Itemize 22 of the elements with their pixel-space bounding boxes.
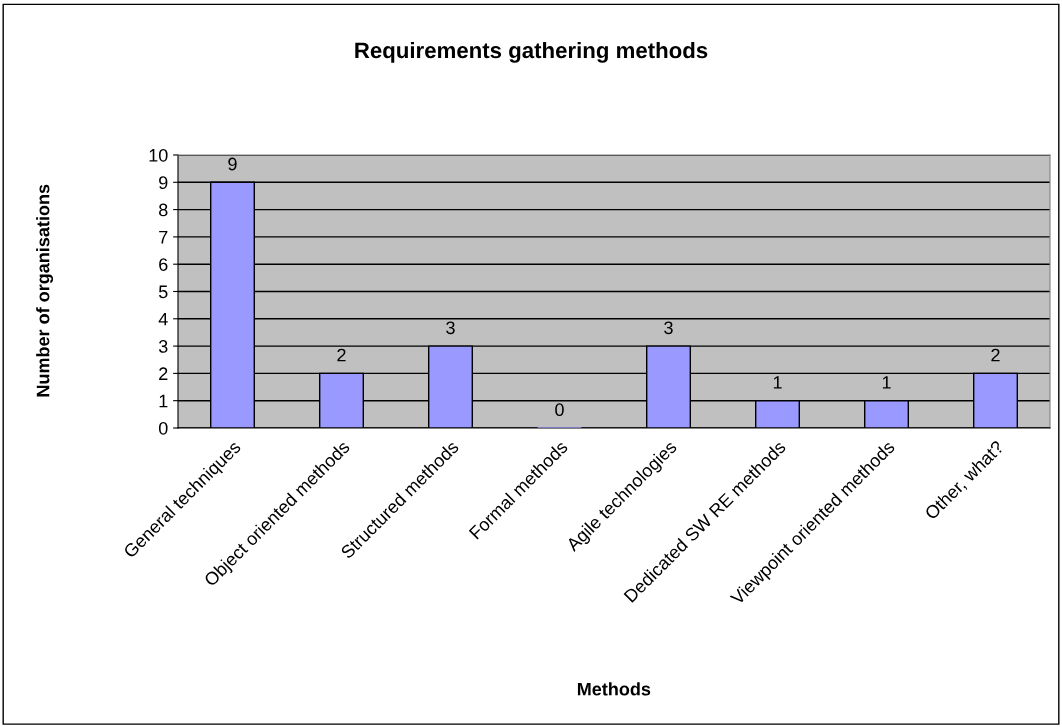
y-tick-label: 4 xyxy=(158,312,168,326)
y-tick-label: 2 xyxy=(159,367,168,380)
y-tick-label: 7 xyxy=(159,231,168,244)
y-axis-title: Number of organisations xyxy=(36,184,54,397)
y-tick-label: 8 xyxy=(159,203,168,217)
data-label: 9 xyxy=(228,157,237,171)
data-label: 1 xyxy=(882,376,891,389)
data-label: 2 xyxy=(337,348,346,362)
y-tick-label: 6 xyxy=(159,258,168,271)
y-tick-label: 1 xyxy=(159,394,168,408)
data-label: 0 xyxy=(555,403,564,417)
y-tick-label: 0 xyxy=(158,421,168,435)
data-label: 3 xyxy=(664,321,673,335)
chart-title: Requirements gathering methods xyxy=(355,41,708,63)
data-label: 1 xyxy=(773,376,782,389)
data-label: 2 xyxy=(991,348,1000,362)
y-tick-label: 3 xyxy=(158,340,168,353)
x-axis-title: Methods xyxy=(577,682,651,696)
y-tick-label: 10 xyxy=(149,148,168,162)
y-tick-label: 5 xyxy=(158,285,168,299)
y-tick-label: 9 xyxy=(159,176,168,190)
data-label: 3 xyxy=(446,321,455,335)
